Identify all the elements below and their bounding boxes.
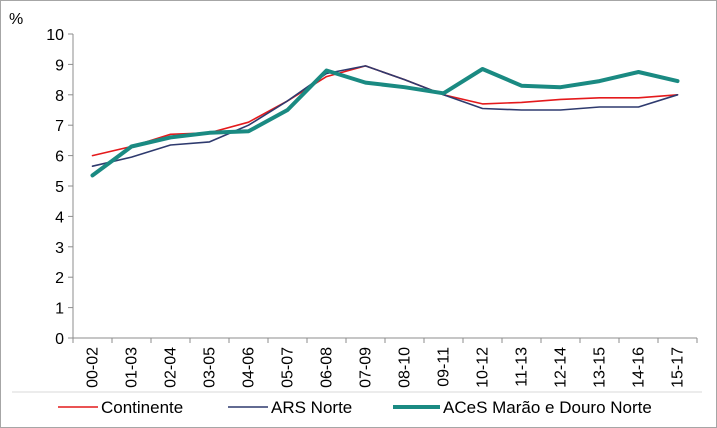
x-tick-label: 00-02 — [85, 347, 102, 388]
y-axis-label: % — [9, 11, 23, 28]
x-tick-label: 11-13 — [514, 347, 531, 387]
x-tick-label: 13-15 — [592, 347, 609, 388]
legend-label-1: Continente — [101, 398, 183, 417]
y-tick-label: 10 — [46, 27, 64, 44]
series-line-3 — [90, 67, 680, 178]
y-tick-label: 8 — [55, 88, 64, 105]
x-tick-label: 06-08 — [319, 347, 336, 388]
y-tick-label: 0 — [55, 331, 64, 348]
y-tick-label: 2 — [55, 270, 64, 287]
series-line-2 — [91, 65, 679, 167]
series-line-1 — [91, 65, 679, 157]
y-tick-label: 5 — [55, 179, 64, 196]
x-tick-label: 07-09 — [358, 347, 375, 388]
series-lines — [90, 65, 680, 178]
y-tick-label: 3 — [55, 240, 64, 257]
x-tick-label: 08-10 — [397, 347, 414, 388]
legend-label-2: ARS Norte — [271, 398, 352, 417]
x-tick-label: 12-14 — [553, 347, 570, 388]
y-tick-label: 6 — [55, 149, 64, 166]
x-tick-label: 01-03 — [124, 347, 141, 388]
x-tick-label: 05-07 — [280, 347, 297, 388]
y-tick-label: 4 — [55, 209, 64, 226]
y-tick-label: 1 — [55, 301, 64, 318]
x-tick-label: 03-05 — [202, 347, 219, 388]
y-tick-label: 7 — [55, 118, 64, 135]
x-tick-label: 09-11 — [436, 347, 453, 387]
x-tick-label: 14-16 — [631, 347, 648, 388]
legend-label-3: ACeS Marão e Douro Norte — [443, 398, 652, 417]
y-axis: 0 1 2 3 4 5 6 7 8 9 10 — [46, 27, 74, 348]
y-tick-label: 9 — [55, 57, 64, 74]
x-tick-label: 10-12 — [475, 347, 492, 388]
x-tick-label: 02-04 — [163, 347, 180, 388]
x-tick-label: 04-06 — [241, 347, 258, 388]
x-axis: 00-02 01-03 02-04 03-05 04-06 05-07 06-08 07-09… — [72, 337, 698, 388]
legend: Continente ARS Norte ACeS Marão e Douro No… — [12, 391, 702, 417]
x-tick-label: 15-17 — [670, 347, 687, 388]
